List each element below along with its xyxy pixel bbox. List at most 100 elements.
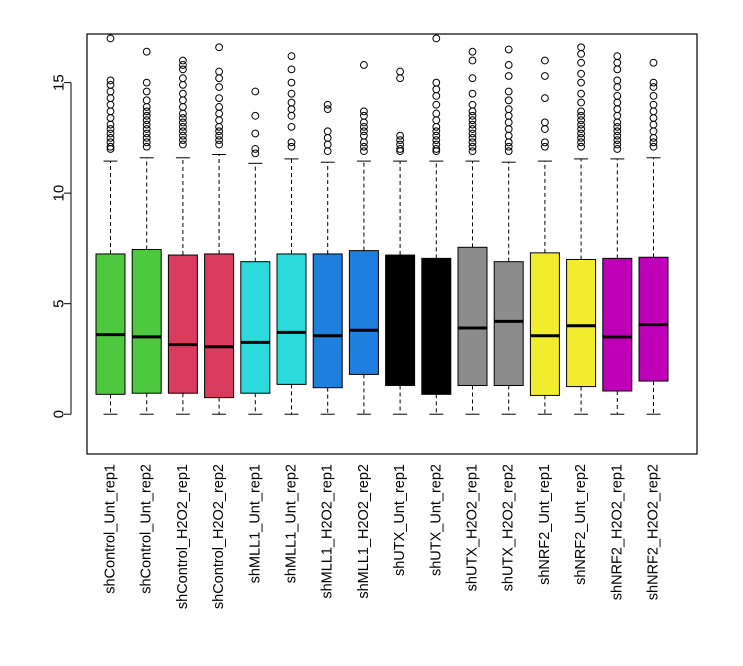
outlier-point — [323, 105, 332, 114]
outlier-point — [432, 145, 441, 153]
outlier-point — [577, 116, 585, 125]
box-iqr — [385, 254, 416, 386]
outlier-point — [432, 131, 441, 140]
outlier-point — [142, 96, 151, 105]
x-category-label: shNRF2_H2O2_rep1 — [609, 464, 625, 600]
outlier-point — [142, 129, 151, 138]
outlier-point — [106, 34, 115, 43]
outlier-point — [396, 67, 405, 76]
outlier-point — [504, 96, 513, 105]
outlier-point — [613, 140, 622, 149]
x-category-label: shControl_H2O2_rep1 — [175, 464, 191, 609]
outlier-point — [504, 45, 513, 54]
outlier-point — [468, 47, 477, 56]
outlier-point — [504, 142, 513, 151]
outlier-point — [468, 142, 477, 151]
outlier-point — [396, 145, 405, 153]
x-category-label: shControl_H2O2_rep2 — [211, 464, 227, 609]
outlier-point — [577, 107, 585, 116]
outlier-point — [613, 127, 622, 136]
outlier-point — [577, 69, 585, 78]
box-group — [529, 56, 560, 415]
box-iqr — [566, 258, 597, 388]
outlier-point — [251, 129, 260, 138]
outlier-point — [613, 76, 622, 85]
x-category-label: shMLL1_H2O2_rep2 — [356, 464, 372, 599]
outlier-point — [541, 72, 549, 80]
outlier-point — [432, 109, 441, 118]
outlier-point — [613, 145, 622, 153]
outlier-point — [577, 89, 585, 98]
outlier-point — [179, 122, 187, 131]
outlier-point — [649, 83, 658, 91]
box-group — [638, 58, 669, 415]
outlier-point — [251, 111, 260, 120]
outlier-point — [360, 61, 368, 69]
outlier-point — [468, 111, 477, 120]
outlier-point — [142, 111, 151, 120]
outlier-point — [179, 65, 187, 74]
outlier-point — [613, 91, 622, 100]
outlier-point — [360, 122, 368, 131]
outlier-point — [468, 147, 477, 156]
outlier-point — [504, 61, 513, 69]
outlier-point — [142, 133, 151, 142]
outlier-point — [541, 56, 549, 65]
outlier-point — [142, 116, 151, 125]
outlier-point — [468, 125, 477, 133]
outlier-point — [577, 120, 585, 129]
outlier-point — [142, 107, 151, 116]
outlier-point — [432, 127, 441, 136]
outlier-point — [432, 78, 441, 87]
outlier-point — [179, 74, 187, 83]
outlier-point — [468, 138, 477, 147]
outlier-point — [106, 142, 115, 151]
box-group — [421, 34, 452, 415]
outlier-point — [142, 120, 151, 129]
outlier-point — [468, 89, 477, 98]
box-iqr — [95, 253, 126, 395]
x-category-label: shControl_Unt_rep1 — [103, 464, 119, 594]
outlier-point — [577, 133, 585, 142]
box-iqr — [638, 256, 669, 382]
box-group — [131, 47, 162, 415]
x-category-label: shNRF2_H2O2_rep2 — [646, 464, 662, 600]
box-iqr — [276, 253, 307, 385]
outlier-point — [106, 125, 115, 133]
box-iqr — [421, 257, 452, 395]
outlier-point — [106, 138, 115, 147]
outlier-point — [106, 76, 115, 85]
outlier-point — [323, 100, 332, 109]
outlier-point — [541, 94, 549, 103]
outlier-point — [215, 136, 224, 145]
outlier-point — [360, 111, 368, 120]
outlier-point — [287, 52, 296, 61]
x-category-label: shUTX_Unt_rep1 — [392, 464, 408, 576]
outlier-point — [287, 78, 296, 87]
outlier-point — [287, 138, 296, 147]
outlier-point — [287, 89, 296, 98]
y-tick-label: 10 — [51, 185, 68, 202]
box-iqr — [529, 252, 560, 396]
outlier-point — [649, 100, 658, 109]
boxes-layer — [95, 34, 669, 415]
outlier-point — [577, 129, 585, 138]
x-category-label: shUTX_H2O2_rep1 — [465, 464, 481, 591]
outlier-point — [649, 78, 658, 87]
outlier-point — [287, 98, 296, 107]
x-axis-labels: shControl_Unt_rep1 shControl_Unt_rep2 shCo… — [103, 464, 662, 609]
outlier-point — [179, 61, 187, 69]
outlier-point — [215, 83, 224, 91]
box-group — [167, 56, 198, 415]
outlier-point — [613, 52, 622, 61]
outlier-point — [613, 136, 622, 145]
outlier-point — [360, 127, 368, 136]
box-group — [566, 43, 597, 415]
outlier-point — [142, 138, 151, 147]
box-group — [204, 43, 235, 415]
outlier-point — [577, 125, 585, 133]
box-group — [240, 87, 271, 415]
outlier-point — [396, 140, 405, 149]
outlier-point — [468, 133, 477, 142]
outlier-point — [179, 127, 187, 136]
